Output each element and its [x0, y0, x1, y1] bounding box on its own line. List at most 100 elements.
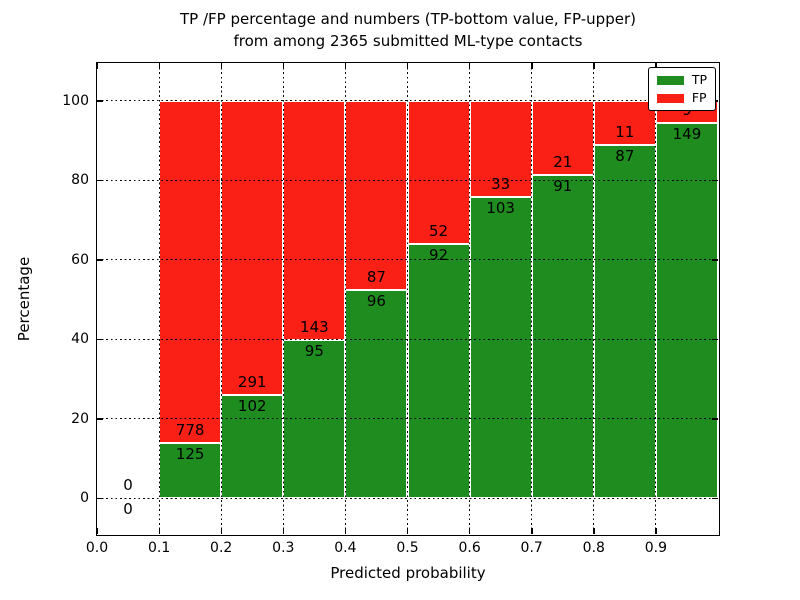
x-tick-mark-top: [344, 63, 347, 69]
fp-swatch-icon: [656, 93, 684, 103]
gridline-vertical: [407, 63, 408, 534]
chart-title: TP /FP percentage and numbers (TP-bottom…: [96, 8, 720, 52]
bar-segment-fp: [221, 100, 284, 396]
tp-count-label: 0: [123, 500, 133, 519]
x-tick-mark-top: [158, 63, 160, 69]
fp-count-label: 87: [366, 267, 386, 286]
bar-segment-tp: [345, 289, 408, 499]
bar-segment-tp: [469, 197, 532, 499]
x-tick-label: 0.8: [582, 540, 605, 556]
fp-count-label: 33: [491, 175, 511, 194]
x-tick-mark: [407, 528, 409, 534]
legend: TP FP: [647, 67, 716, 111]
chart-title-line1: TP /FP percentage and numbers (TP-bottom…: [180, 10, 636, 28]
fp-count-label: 291: [237, 373, 267, 392]
fp-count-label: 143: [300, 317, 329, 336]
x-tick-label: 0.9: [644, 540, 668, 556]
y-tick-label: 60: [71, 251, 89, 268]
bar-segment-tp: [531, 175, 594, 499]
x-tick-mark-top: [96, 63, 98, 69]
tp-count-label: 102: [237, 397, 267, 416]
y-tick-mark-right: [712, 259, 718, 261]
tp-count-label: 92: [429, 246, 449, 265]
tp-count-label: 91: [553, 177, 573, 196]
x-tick-mark-top: [655, 63, 657, 69]
tp-count-label: 87: [615, 147, 635, 166]
x-tick-mark: [655, 528, 657, 534]
tp-count-label: 125: [175, 445, 205, 464]
y-axis-label: Percentage: [15, 256, 33, 342]
gridline-vertical: [282, 63, 284, 534]
bar-segment-fp: [407, 100, 470, 245]
gridline-vertical: [593, 63, 595, 534]
gridline-vertical: [344, 63, 346, 534]
chart-title-line2: from among 2365 submitted ML-type contac…: [233, 32, 583, 50]
bar-segment-tp: [159, 443, 222, 499]
x-tick-label: 0.4: [334, 540, 357, 556]
bar-segment-tp: [221, 395, 284, 499]
x-tick-mark: [96, 528, 98, 534]
y-tick-mark: [97, 338, 103, 341]
gridline-horizontal: [97, 338, 718, 340]
y-tick-mark-right: [712, 418, 718, 420]
gridline-horizontal: [97, 259, 718, 261]
x-tick-mark-top: [593, 63, 595, 69]
fp-count-label: 0: [123, 476, 133, 495]
bar-segment-tp: [593, 145, 656, 499]
y-tick-mark: [97, 497, 103, 500]
y-tick-mark: [97, 259, 103, 261]
gridline-vertical: [158, 63, 160, 534]
legend-label: TP: [691, 72, 707, 87]
gridline-horizontal: [97, 418, 718, 420]
x-tick-label: 0.0: [85, 540, 109, 556]
legend-entry: TP: [656, 72, 707, 87]
x-tick-label: 0.7: [520, 540, 543, 556]
x-tick-label: 0.2: [210, 540, 233, 556]
y-tick-mark-right: [712, 179, 718, 182]
x-tick-mark-top: [407, 63, 409, 69]
y-tick-label: 20: [71, 410, 89, 427]
x-tick-mark-top: [531, 63, 533, 69]
y-tick-label: 80: [71, 172, 89, 189]
gridline-vertical: [469, 63, 471, 534]
x-tick-mark-top: [469, 63, 471, 69]
legend-label: FP: [691, 90, 707, 105]
x-tick-mark: [531, 528, 533, 534]
bar-segment-fp: [159, 100, 222, 444]
bar-segment-fp: [283, 100, 346, 340]
tp-count-label: 149: [672, 125, 702, 144]
x-tick-mark: [282, 528, 285, 534]
x-tick-label: 0.3: [272, 540, 295, 556]
y-tick-mark: [97, 179, 103, 182]
gridline-horizontal: [97, 179, 718, 181]
x-tick-mark: [158, 528, 160, 534]
gridline-horizontal: [97, 497, 718, 499]
y-tick-label: 100: [62, 92, 89, 109]
y-tick-mark-right: [712, 497, 718, 500]
bar-segment-fp: [593, 100, 656, 146]
x-tick-label: 0.5: [396, 540, 419, 556]
bar-segment-tp: [407, 244, 470, 499]
y-tick-label: 40: [71, 331, 89, 348]
gridline-vertical: [220, 63, 222, 534]
gridline-horizontal: [97, 100, 718, 102]
y-tick-label: 0: [80, 490, 89, 507]
x-axis-label: Predicted probability: [330, 564, 486, 582]
tp-count-label: 103: [486, 199, 515, 218]
fp-count-label: 52: [429, 222, 449, 241]
y-tick-mark: [97, 100, 103, 102]
fp-count-label: 11: [615, 123, 635, 142]
x-tick-mark: [220, 528, 223, 534]
x-tick-mark-top: [220, 63, 223, 69]
plot-area: TP FP 0 0 778 125 291 102 143 95 87 96 52 92 33 103 21 9…: [62, 62, 720, 556]
x-tick-mark: [593, 528, 595, 534]
x-tick-mark: [469, 528, 471, 534]
tp-swatch-icon: [656, 75, 684, 85]
bar-segment-tp: [655, 123, 718, 499]
tp-count-label: 96: [366, 291, 386, 310]
tp-count-label: 95: [304, 341, 324, 360]
gridline-vertical: [655, 63, 657, 534]
bar-segment-fp: [469, 100, 532, 198]
fp-count-label: 21: [553, 153, 573, 172]
